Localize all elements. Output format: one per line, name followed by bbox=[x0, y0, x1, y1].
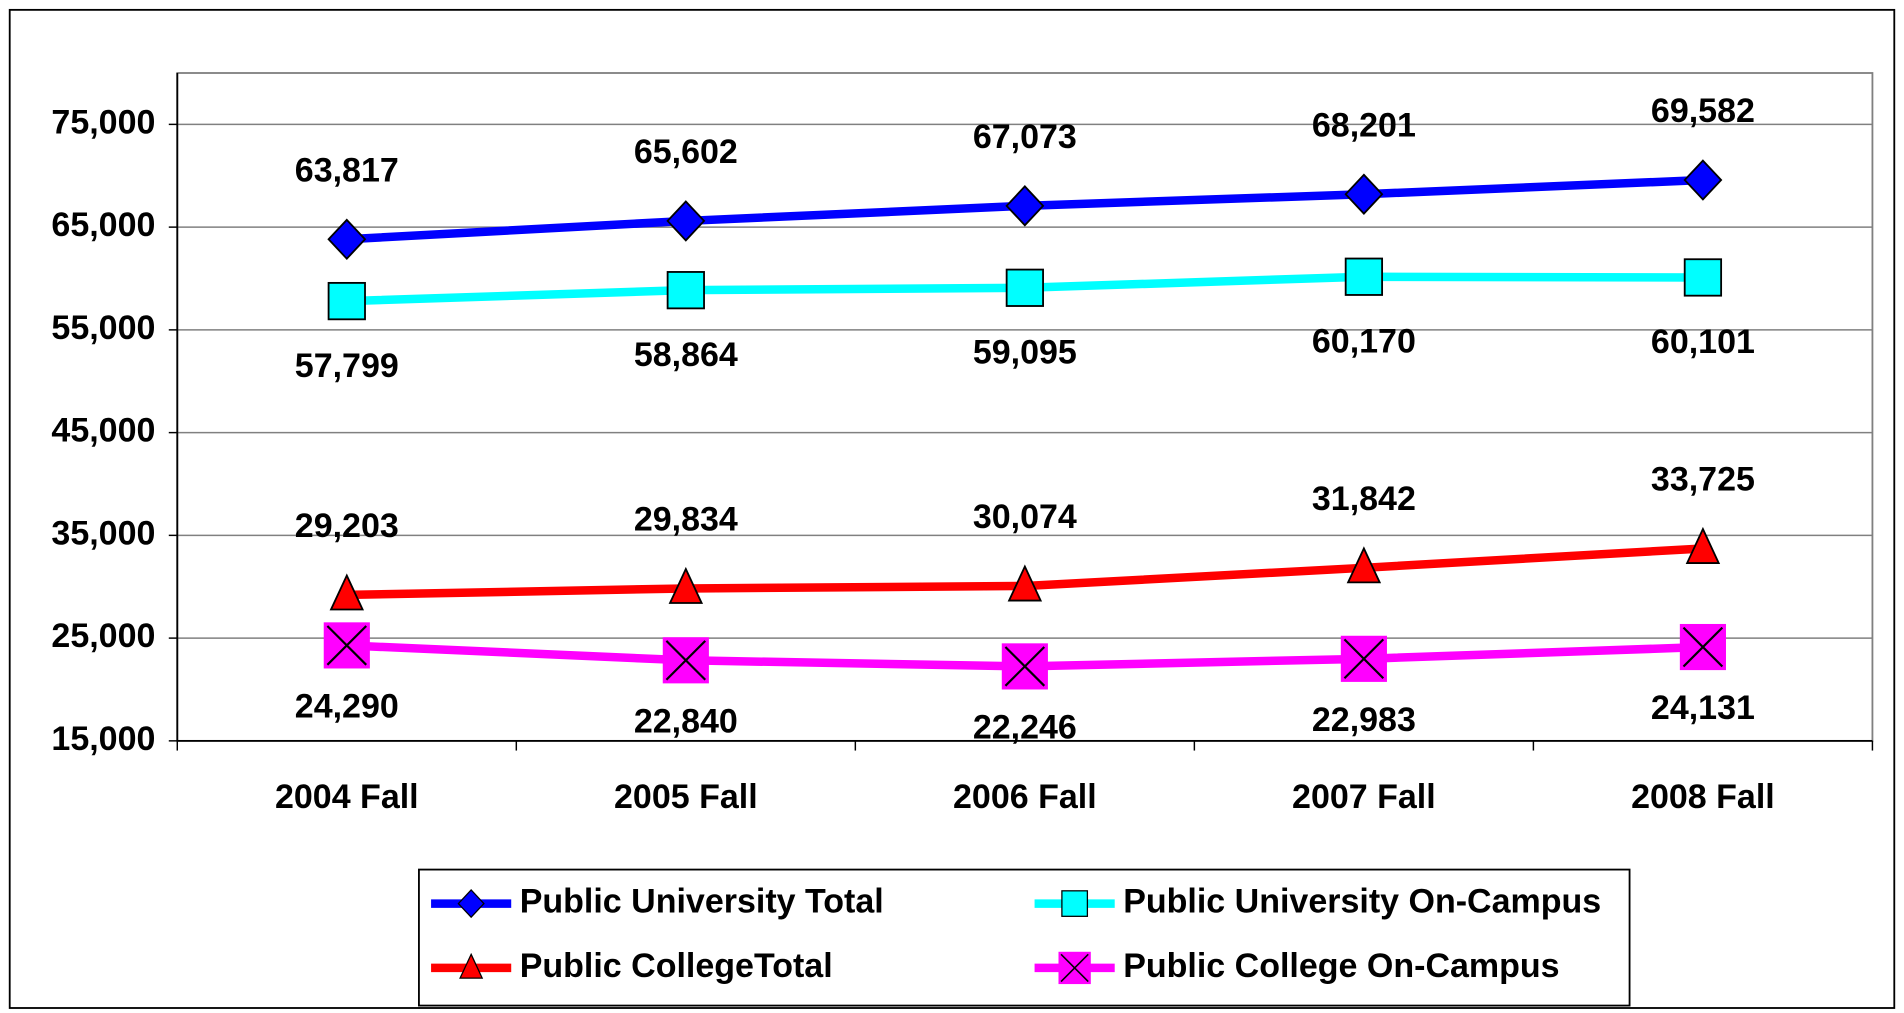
data-point bbox=[1346, 546, 1382, 584]
data-label: 22,246 bbox=[973, 709, 1077, 747]
data-label: 24,131 bbox=[1651, 689, 1755, 727]
data-label: 22,983 bbox=[1312, 701, 1416, 739]
data-point bbox=[1679, 623, 1726, 671]
x-tick-label: 2004 Fall bbox=[275, 778, 419, 816]
y-tick-label: 75,000 bbox=[51, 103, 155, 141]
data-point bbox=[323, 622, 370, 669]
data-label: 58,864 bbox=[634, 336, 738, 374]
data-label: 57,799 bbox=[295, 347, 399, 385]
data-label: 29,834 bbox=[634, 501, 738, 539]
data-label: 69,582 bbox=[1651, 92, 1755, 130]
data-point bbox=[1001, 643, 1048, 690]
data-label: 63,817 bbox=[295, 151, 399, 189]
x-tick-label: 2005 Fall bbox=[614, 778, 758, 816]
data-point bbox=[1005, 185, 1045, 227]
y-tick-label: 25,000 bbox=[51, 617, 155, 655]
data-label: 33,725 bbox=[1651, 461, 1755, 499]
data-label: 31,842 bbox=[1312, 480, 1416, 518]
legend-box bbox=[418, 868, 1631, 1007]
data-label: 67,073 bbox=[973, 118, 1077, 156]
data-point bbox=[1683, 258, 1723, 297]
data-label: 65,602 bbox=[634, 133, 738, 171]
data-point bbox=[327, 218, 367, 261]
data-label: 30,074 bbox=[973, 498, 1077, 536]
y-tick-label: 55,000 bbox=[51, 309, 155, 347]
plot-area bbox=[176, 72, 1874, 742]
data-label: 29,203 bbox=[295, 507, 399, 545]
data-point bbox=[668, 566, 704, 604]
data-label: 59,095 bbox=[973, 334, 1077, 372]
data-point bbox=[327, 281, 366, 321]
legend-label: Public CollegeTotal bbox=[520, 947, 833, 985]
data-point bbox=[1685, 526, 1721, 564]
data-point bbox=[1007, 564, 1043, 602]
x-tick-label: 2006 Fall bbox=[953, 778, 1097, 816]
data-label: 68,201 bbox=[1312, 106, 1416, 144]
data-point bbox=[666, 271, 705, 310]
y-tick-label: 35,000 bbox=[51, 514, 155, 552]
data-label: 24,290 bbox=[295, 688, 399, 726]
data-point bbox=[1683, 159, 1723, 201]
legend-label: Public College On-Campus bbox=[1123, 947, 1559, 985]
legend-label: Public University On-Campus bbox=[1123, 883, 1601, 921]
data-point bbox=[329, 573, 365, 611]
x-tick-label: 2008 Fall bbox=[1631, 778, 1775, 816]
legend-label: Public University Total bbox=[520, 883, 884, 921]
legend-marker bbox=[1061, 890, 1089, 917]
data-point bbox=[666, 200, 706, 242]
data-label: 22,840 bbox=[634, 702, 738, 740]
y-tick-label: 65,000 bbox=[51, 206, 155, 244]
data-label: 60,101 bbox=[1651, 323, 1755, 361]
data-point bbox=[662, 637, 709, 684]
data-point bbox=[1005, 268, 1044, 307]
y-tick-label: 15,000 bbox=[51, 720, 155, 758]
legend-marker bbox=[1058, 951, 1091, 985]
data-point bbox=[1344, 257, 1384, 296]
data-point bbox=[1344, 173, 1384, 215]
y-tick-label: 45,000 bbox=[51, 412, 155, 450]
x-tick-label: 2007 Fall bbox=[1292, 778, 1436, 816]
data-point bbox=[1340, 635, 1387, 682]
legend-marker bbox=[457, 889, 485, 919]
legend-marker bbox=[459, 952, 484, 979]
data-label: 60,170 bbox=[1312, 323, 1416, 361]
